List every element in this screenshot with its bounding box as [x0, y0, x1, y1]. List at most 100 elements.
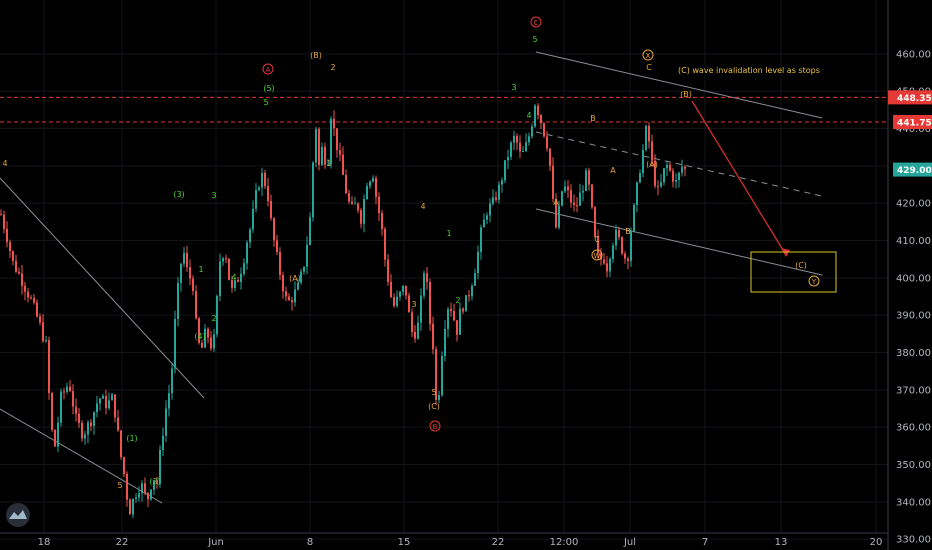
- wave-label: A: [610, 166, 616, 175]
- candle-body: [102, 396, 104, 399]
- candle-body: [174, 319, 176, 369]
- candle-body: [348, 193, 350, 202]
- candle-body: [327, 164, 329, 166]
- price-tag-label: 429.00: [897, 166, 932, 176]
- candle-body: [660, 182, 662, 187]
- candle-body: [582, 190, 584, 193]
- candle-body: [336, 128, 338, 151]
- candle-body: [153, 480, 155, 490]
- candle-body: [6, 228, 8, 243]
- candle-body: [570, 190, 572, 203]
- dashed-levels: [0, 96, 888, 123]
- candle-body: [537, 105, 539, 116]
- candle-body: [237, 280, 239, 282]
- candle-body: [645, 125, 647, 150]
- x-tick-label: 20: [870, 537, 883, 548]
- price-tag-bg: [893, 90, 932, 105]
- wave-label: (B): [310, 51, 322, 60]
- candle-body: [195, 291, 197, 319]
- candle-body: [456, 320, 458, 335]
- candle-body: [30, 297, 32, 299]
- wave-label: 4: [526, 111, 531, 120]
- candle-body: [3, 214, 5, 229]
- candle-body: [366, 186, 368, 200]
- candle-body: [675, 180, 677, 182]
- candle-body: [552, 165, 554, 199]
- candle-body: [636, 182, 638, 205]
- wave-label: C: [646, 63, 652, 72]
- wave-label: (3): [173, 190, 184, 199]
- candle-body: [555, 198, 557, 228]
- candle-body: [261, 172, 263, 188]
- candle-body: [45, 340, 47, 342]
- candle-body: [363, 199, 365, 224]
- x-tick-label: 22: [116, 537, 129, 548]
- candle-body: [603, 259, 605, 264]
- wave-labels: 4 5 (1) (2) (3) 3 1 (4) 2 4 (5) 5 (A) (B) 2 1 4 3 5 (C) 1 2 3 4…: [2, 16, 820, 490]
- wave-label: 5: [117, 481, 122, 490]
- candle-body: [48, 340, 50, 394]
- candle-body: [57, 422, 59, 447]
- candle-body: [450, 309, 452, 312]
- candle-body: [486, 215, 488, 220]
- candle-body: [393, 297, 395, 306]
- circled-wave-ring: [262, 63, 274, 75]
- candle-body: [483, 219, 485, 228]
- wave-label: 2: [211, 314, 216, 323]
- y-tick-label: 370.00: [896, 385, 931, 396]
- y-axis: 460.00450.00440.00430.00420.00410.00400.…: [887, 0, 932, 550]
- candle-body: [123, 457, 125, 474]
- candle-body: [36, 302, 38, 317]
- candle-body: [105, 396, 107, 409]
- candle-body: [546, 136, 548, 149]
- candle-body: [171, 368, 173, 394]
- candle-body: [54, 429, 56, 447]
- candle-body: [522, 151, 524, 153]
- wave-label: 5: [532, 35, 537, 44]
- candle-body: [630, 231, 632, 261]
- candle-body: [99, 398, 101, 404]
- wave-label: C: [594, 235, 600, 244]
- candle-body: [495, 197, 497, 200]
- candle-body: [210, 337, 212, 349]
- candle-body: [81, 422, 83, 439]
- candle-body: [66, 386, 68, 392]
- candle-body: [228, 258, 230, 281]
- candle-body: [108, 400, 110, 409]
- circled-wave-ring: [429, 420, 441, 432]
- candle-body: [447, 309, 449, 329]
- candle-body: [144, 483, 146, 493]
- candle-body: [624, 253, 626, 259]
- circled-wave-label: Y: [811, 278, 817, 286]
- candle-body: [120, 430, 122, 458]
- y-tick-label: 360.00: [896, 423, 931, 434]
- candle-body: [18, 271, 20, 274]
- candle-body: [33, 298, 35, 303]
- candle-body: [249, 229, 251, 243]
- candle-body: [384, 229, 386, 260]
- tradingview-logo[interactable]: [6, 503, 30, 527]
- candle-body: [678, 172, 680, 181]
- candle-body: [27, 291, 29, 298]
- candle-body: [312, 162, 314, 218]
- candle-body: [231, 280, 233, 288]
- candle-body: [84, 434, 86, 439]
- candle-body: [321, 147, 323, 165]
- candle-body: [477, 251, 479, 274]
- candle-body: [609, 258, 611, 272]
- candle-body: [651, 141, 653, 161]
- candle-body: [117, 417, 119, 431]
- circled-wave-ring: [808, 275, 820, 287]
- candle-body: [201, 342, 203, 348]
- candle-body: [438, 395, 440, 400]
- candle-body: [390, 281, 392, 298]
- wave-label: (4): [194, 332, 205, 341]
- candle-body: [42, 322, 44, 341]
- candle-body: [372, 178, 374, 182]
- candle-body: [213, 334, 215, 349]
- candle-body: [114, 394, 116, 418]
- candle-body: [24, 285, 26, 292]
- channel-line: [0, 408, 163, 504]
- candle-body: [453, 311, 455, 321]
